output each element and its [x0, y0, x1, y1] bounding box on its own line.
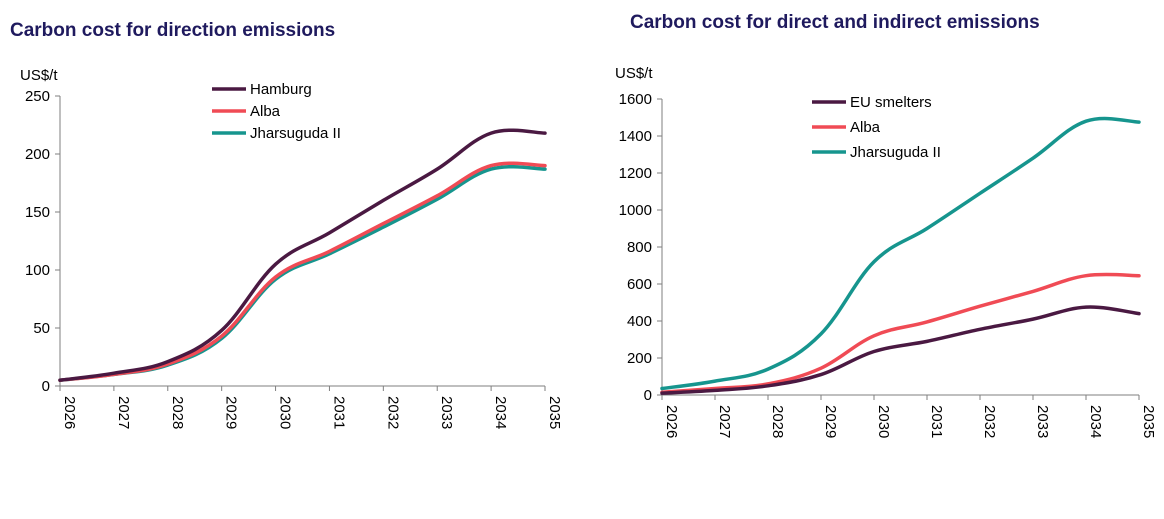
left-y-tick-label: 0 — [42, 378, 50, 395]
right-y-tick-label: 1200 — [619, 165, 652, 182]
right-series-alba — [660, 272, 1141, 394]
right-series-jharsuguda-ii — [660, 116, 1141, 391]
right-x-tick-label: 2029 — [822, 405, 839, 438]
right-y-tick-label: 600 — [627, 276, 652, 293]
left-x-tick-label: 2032 — [384, 396, 401, 429]
left-series-alba — [58, 161, 547, 382]
left-x-tick-label: 2028 — [169, 396, 186, 429]
right-y-tick-label: 1600 — [619, 91, 652, 108]
left-x-tick-label: 2026 — [61, 396, 78, 429]
right-x-tick-label: 2034 — [1087, 405, 1104, 438]
left-x-tick-label: 2029 — [223, 396, 240, 429]
left-y-unit-label: US$/t — [20, 67, 58, 84]
right-y-tick-label: 200 — [627, 350, 652, 367]
left-y-tick-label: 150 — [25, 204, 50, 221]
left-x-tick-label: 2027 — [115, 396, 132, 429]
right-x-tick-label: 2033 — [1034, 405, 1051, 438]
right-x-tick-label: 2027 — [716, 405, 733, 438]
right-y-tick-label: 0 — [644, 387, 652, 404]
left-legend-label: Alba — [250, 103, 281, 120]
right-y-unit-label: US$/t — [615, 65, 653, 82]
right-x-tick-label: 2030 — [875, 405, 892, 438]
left-y-tick-label: 100 — [25, 262, 50, 279]
right-x-tick-label: 2035 — [1140, 405, 1157, 438]
right-x-tick-label: 2028 — [769, 405, 786, 438]
right-x-tick-label: 2026 — [663, 405, 680, 438]
left-x-tick-label: 2033 — [438, 396, 455, 429]
left-series-hamburg — [58, 128, 547, 382]
right-y-tick-label: 800 — [627, 239, 652, 256]
left-x-tick-label: 2035 — [546, 396, 563, 429]
right-legend-label: EU smelters — [850, 94, 932, 111]
right-legend-label: Jharsuguda II — [850, 144, 941, 161]
left-x-tick-label: 2030 — [277, 396, 294, 429]
right-y-tick-label: 400 — [627, 313, 652, 330]
right-series-eu-smelters — [660, 305, 1141, 395]
chart-title-right: Carbon cost for direct and indirect emis… — [630, 12, 1040, 33]
right-x-tick-label: 2032 — [981, 405, 998, 438]
left-legend-label: Jharsuguda II — [250, 125, 341, 142]
left-y-tick-label: 200 — [25, 146, 50, 163]
left-series-jharsuguda-ii — [58, 164, 547, 382]
left-legend-label: Hamburg — [250, 81, 312, 98]
chart-title-left: Carbon cost for direction emissions — [10, 20, 336, 41]
right-x-tick-label: 2031 — [928, 405, 945, 438]
left-y-tick-label: 250 — [25, 88, 50, 105]
right-legend-label: Alba — [850, 119, 881, 136]
left-x-tick-label: 2034 — [492, 396, 509, 429]
left-y-tick-label: 50 — [33, 320, 50, 337]
right-y-tick-label: 1000 — [619, 202, 652, 219]
left-x-tick-label: 2031 — [330, 396, 347, 429]
right-y-tick-label: 1400 — [619, 128, 652, 145]
